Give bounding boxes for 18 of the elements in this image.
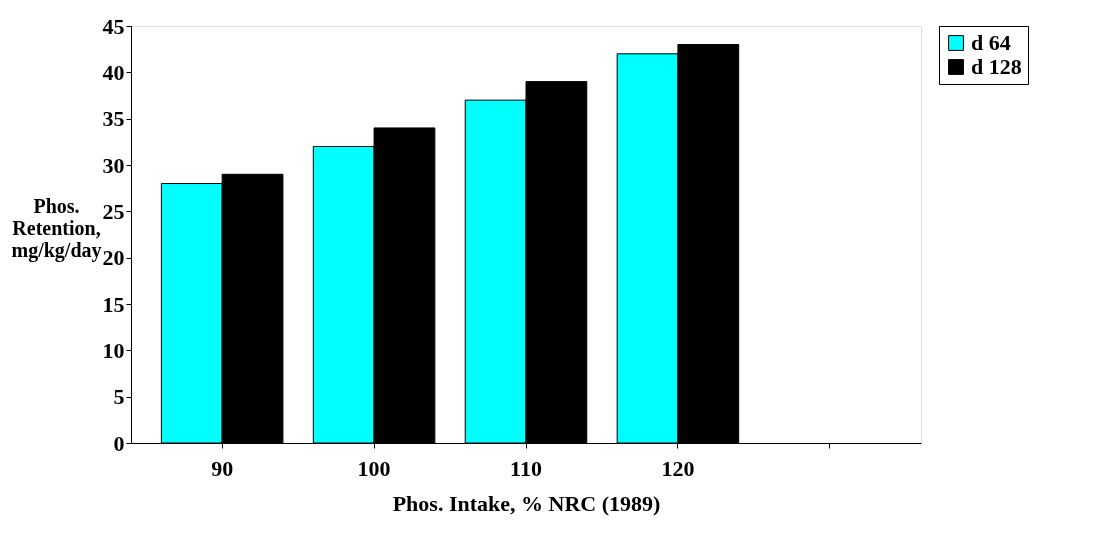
y-tick-label: 40: [102, 59, 125, 85]
legend-label: d 128: [971, 54, 1022, 79]
y-axis-title: Phos. Retention, mg/kg/day: [11, 194, 102, 262]
x-tick-label: 100: [357, 455, 391, 481]
y-tick-label: 0: [113, 430, 125, 456]
y-tick-label: 15: [102, 291, 125, 317]
y-tick-label: 25: [102, 198, 125, 224]
y-tick-label: 35: [102, 106, 125, 132]
x-axis-title: Phos. Intake, % NRC (1989): [392, 490, 661, 516]
y-tick-label: 30: [102, 152, 125, 178]
x-tick-label: 110: [510, 455, 542, 481]
y-tick-label: 45: [102, 13, 125, 39]
y-tick-label: 20: [102, 245, 125, 271]
x-tick-label: 120: [661, 455, 695, 481]
x-tick-label: 90: [211, 455, 234, 481]
legend-label: d 64: [971, 30, 1011, 55]
y-tick-label: 5: [113, 384, 125, 410]
y-tick-label: 10: [102, 337, 125, 363]
